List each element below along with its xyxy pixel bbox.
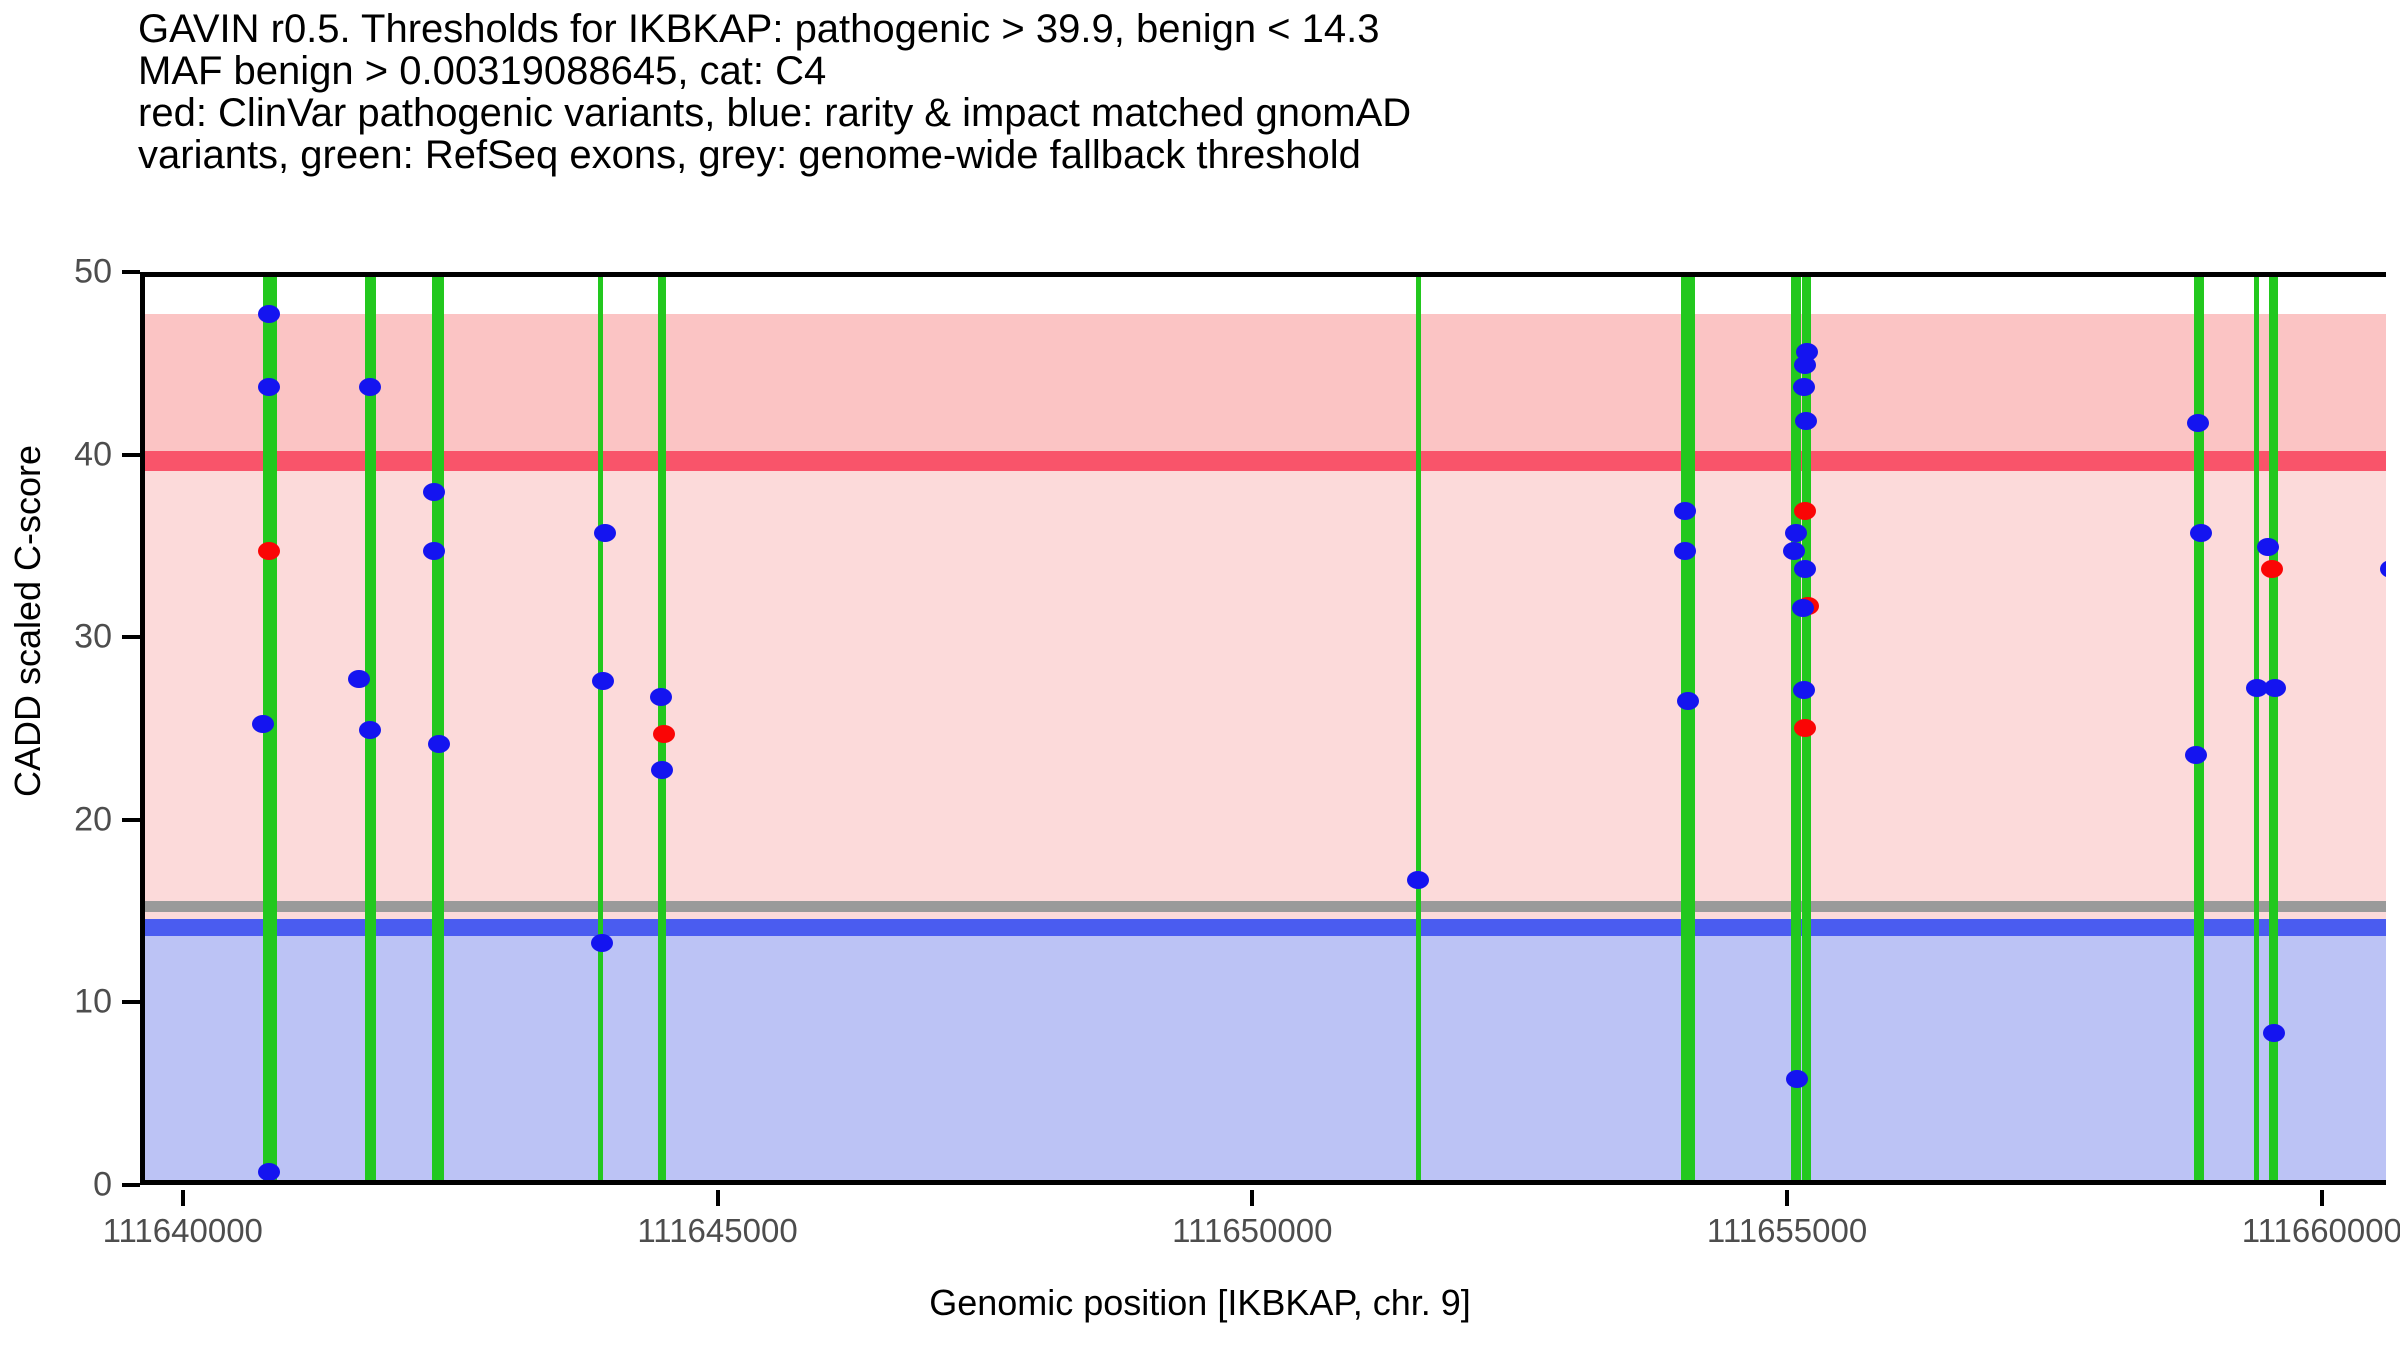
x-axis-tick bbox=[2319, 1190, 2324, 1206]
gnomad-variant-point[interactable] bbox=[258, 304, 281, 323]
gnomad-variant-point[interactable] bbox=[593, 523, 616, 542]
y-axis-tick bbox=[122, 817, 140, 822]
gnomad-variant-point[interactable] bbox=[1786, 1069, 1809, 1088]
gnomad-variant-point[interactable] bbox=[590, 934, 613, 953]
gnomad-variant-point[interactable] bbox=[1792, 598, 1815, 617]
gnomad-variant-point[interactable] bbox=[1794, 412, 1817, 431]
pathogenic-variant-point[interactable] bbox=[258, 541, 281, 560]
y-axis-tick bbox=[122, 270, 140, 274]
gnomad-variant-point[interactable] bbox=[2257, 538, 2279, 557]
gnomad-variant-point[interactable] bbox=[1785, 523, 1808, 542]
gnomad-variant-point[interactable] bbox=[251, 715, 274, 734]
y-axis-tick bbox=[122, 1000, 140, 1005]
title-line-3: red: ClinVar pathogenic variants, blue: … bbox=[138, 91, 1412, 135]
x-axis-tick-label: 111655000 bbox=[1706, 1212, 1868, 1249]
x-axis-tick bbox=[180, 1190, 185, 1206]
pathogenic-threshold-line bbox=[145, 451, 2386, 472]
gnomad-variant-point[interactable] bbox=[1793, 680, 1816, 699]
title-line-4: variants, green: RefSeq exons, grey: gen… bbox=[138, 133, 1361, 177]
gnomad-variant-point[interactable] bbox=[1674, 541, 1697, 560]
gnomad-variant-point[interactable] bbox=[258, 1162, 281, 1180]
title-line-2: MAF benign > 0.00319088645, cat: C4 bbox=[138, 49, 827, 93]
plot-area bbox=[140, 272, 2386, 1185]
gnomad-variant-point[interactable] bbox=[1794, 355, 1817, 374]
benign-region-band bbox=[145, 928, 2386, 1180]
plot-inner bbox=[145, 277, 2386, 1180]
intermediate-region-band bbox=[145, 461, 2386, 929]
gnomad-variant-point[interactable] bbox=[2185, 746, 2208, 765]
gnomad-variant-point[interactable] bbox=[347, 669, 370, 688]
gnomad-variant-point[interactable] bbox=[1677, 691, 1700, 710]
gnomad-variant-point[interactable] bbox=[1783, 541, 1806, 560]
gnomad-variant-point[interactable] bbox=[422, 483, 445, 502]
exon-marker bbox=[431, 277, 445, 1180]
x-axis-tick bbox=[1785, 1190, 1790, 1206]
y-axis-tick-label: 10 bbox=[74, 982, 112, 1021]
fallback-threshold-line bbox=[145, 901, 2386, 913]
gnomad-variant-point[interactable] bbox=[2189, 523, 2212, 542]
gnomad-variant-point[interactable] bbox=[1406, 870, 1429, 889]
y-axis-tick-label: 0 bbox=[93, 1165, 112, 1204]
gnomad-variant-point[interactable] bbox=[358, 377, 381, 396]
gnomad-variant-point[interactable] bbox=[422, 541, 445, 560]
exon-marker bbox=[598, 277, 604, 1180]
pathogenic-region-band bbox=[145, 313, 2386, 462]
gnomad-variant-point[interactable] bbox=[2264, 678, 2287, 697]
gnomad-variant-point[interactable] bbox=[2187, 414, 2210, 433]
gnomad-variant-point[interactable] bbox=[650, 761, 673, 780]
y-axis-tick-label: 20 bbox=[74, 800, 112, 839]
x-axis-tick-label: 111645000 bbox=[637, 1212, 798, 1249]
exon-marker bbox=[2254, 277, 2260, 1180]
gnomad-variant-point[interactable] bbox=[428, 735, 451, 754]
x-axis-tick-label: 111660000 bbox=[2241, 1212, 2400, 1249]
pathogenic-variant-point[interactable] bbox=[1793, 719, 1816, 738]
exon-marker bbox=[1680, 277, 1695, 1180]
y-axis-tick bbox=[122, 1183, 140, 1187]
pathogenic-variant-point[interactable] bbox=[1794, 501, 1817, 520]
y-axis-tick bbox=[122, 452, 140, 457]
gnomad-variant-point[interactable] bbox=[649, 687, 672, 706]
pathogenic-variant-point[interactable] bbox=[652, 724, 675, 743]
gnomad-variant-point[interactable] bbox=[358, 720, 381, 739]
y-axis-labels bbox=[0, 0, 112, 1350]
exon-marker bbox=[1415, 277, 1421, 1180]
gnomad-variant-point[interactable] bbox=[2246, 678, 2269, 697]
y-axis-tick-label: 30 bbox=[74, 617, 112, 656]
gnomad-variant-point[interactable] bbox=[1792, 377, 1815, 396]
x-axis-tick-label: 111650000 bbox=[1172, 1212, 1333, 1249]
gnomad-variant-point[interactable] bbox=[1674, 501, 1697, 520]
y-axis-tick bbox=[122, 635, 140, 640]
y-axis-tick-label: 50 bbox=[74, 252, 112, 291]
gnomad-variant-point[interactable] bbox=[1793, 560, 1816, 579]
chart-title: GAVIN r0.5. Thresholds for IKBKAP: patho… bbox=[138, 8, 2378, 176]
gnomad-variant-point[interactable] bbox=[258, 377, 281, 396]
x-axis-title: Genomic position [IKBKAP, chr. 9] bbox=[929, 1282, 1471, 1323]
gnomad-variant-point[interactable] bbox=[2263, 1023, 2286, 1042]
gnomad-variant-point[interactable] bbox=[2380, 560, 2386, 579]
exon-marker bbox=[2194, 277, 2204, 1180]
x-axis-tick-label: 111640000 bbox=[102, 1212, 263, 1249]
exon-marker bbox=[2269, 277, 2278, 1180]
title-line-1: GAVIN r0.5. Thresholds for IKBKAP: patho… bbox=[138, 7, 1380, 51]
pathogenic-variant-point[interactable] bbox=[2261, 560, 2284, 579]
benign-threshold-line bbox=[145, 918, 2386, 937]
x-axis-tick bbox=[1250, 1190, 1255, 1206]
x-axis-tick bbox=[715, 1190, 720, 1206]
y-axis-tick-label: 40 bbox=[74, 435, 112, 474]
gnomad-variant-point[interactable] bbox=[591, 671, 614, 690]
